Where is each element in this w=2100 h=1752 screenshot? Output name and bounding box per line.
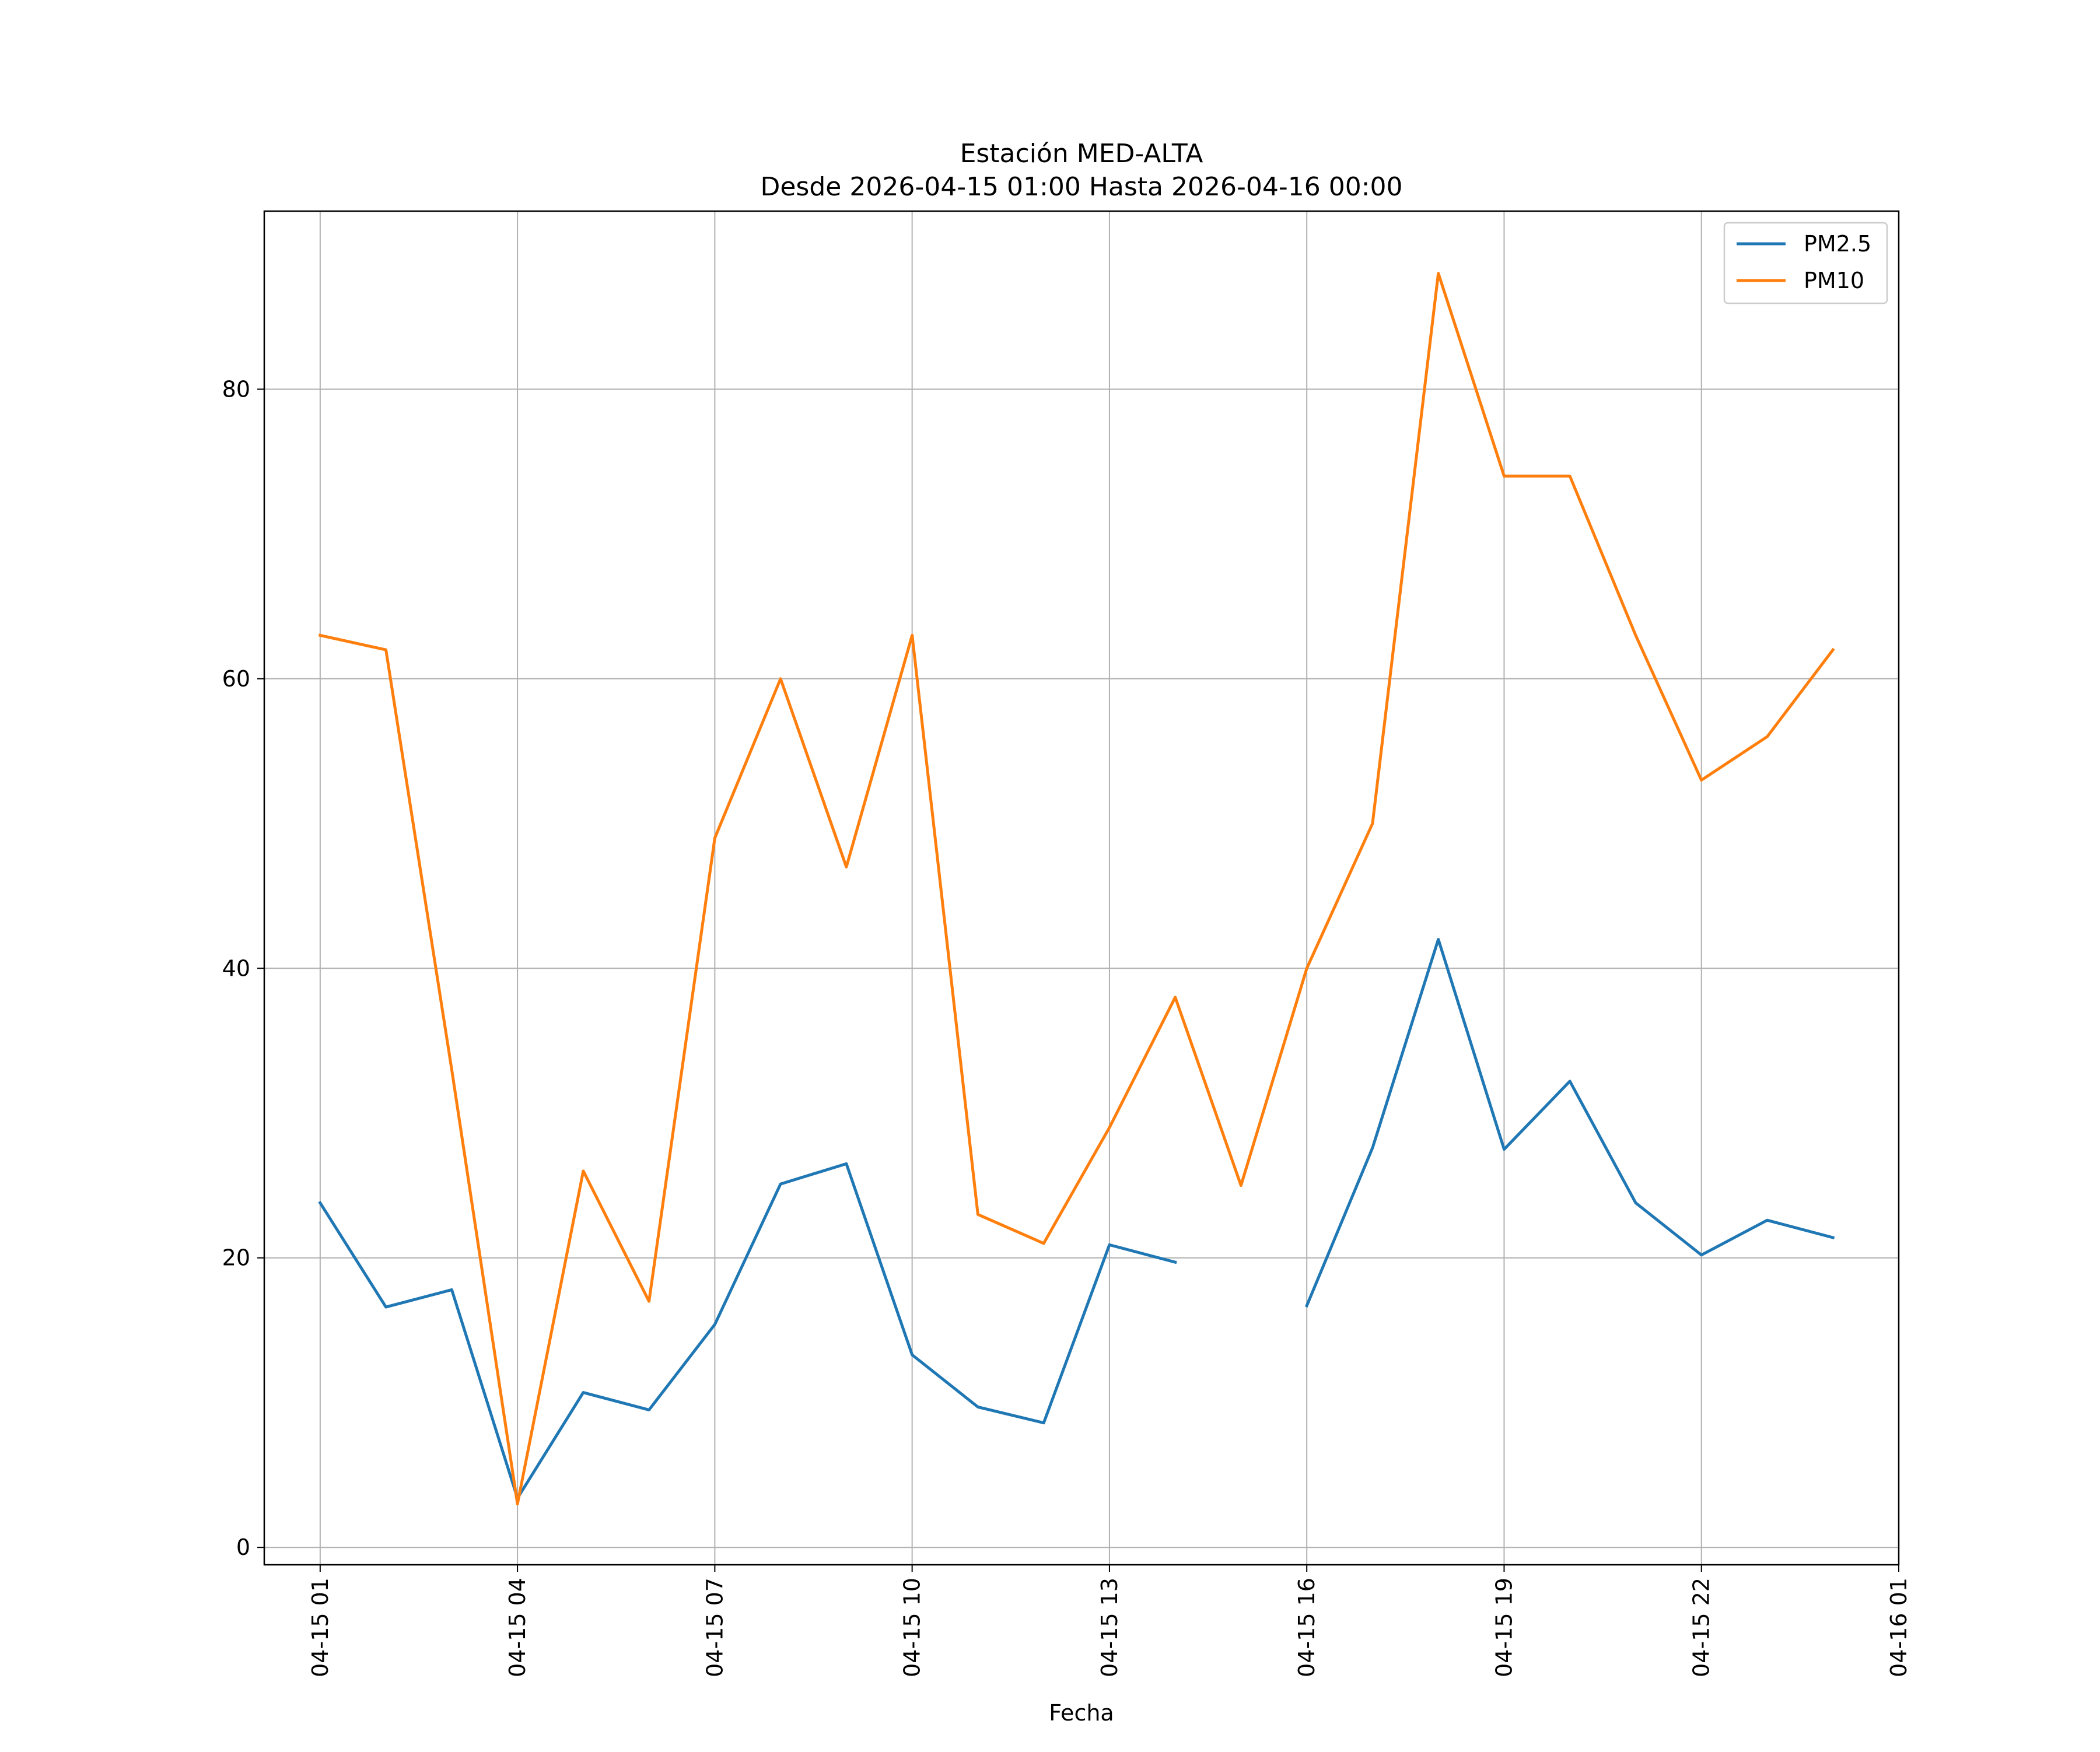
series-line-pm25	[318, 1162, 1177, 1500]
x-tick-label: 04-15 01	[307, 1578, 333, 1677]
axis-ticks: 04-15 01 04-15 04 04-15 07 04-15 10 04-15 13…	[222, 376, 1912, 1677]
y-tick-label: 40	[222, 955, 250, 981]
x-tick-label: 04-15 22	[1689, 1578, 1714, 1677]
x-tick-label: 04-15 16	[1294, 1578, 1320, 1677]
legend: PM2.5 PM10	[1723, 222, 1888, 304]
x-tick-label: 04-15 10	[900, 1578, 925, 1677]
y-tick-label: 0	[236, 1534, 250, 1560]
x-tick-label: 04-15 13	[1097, 1578, 1122, 1677]
chart-subtitle: Desde 2026-04-15 01:00 Hasta 2026-04-16 …	[760, 172, 1402, 202]
legend-label-pm25: PM2.5	[1804, 231, 1871, 257]
x-tick-label: 04-16 01	[1886, 1578, 1912, 1677]
series-lines	[318, 272, 1835, 1506]
plot-area-frame	[263, 210, 1900, 1566]
series-line-pm10	[318, 272, 1835, 1506]
y-tick-label: 80	[222, 376, 250, 402]
legend-label-pm10: PM10	[1804, 268, 1864, 293]
y-tick-label: 60	[222, 666, 250, 692]
x-tick-label: 04-15 04	[505, 1578, 530, 1677]
x-tick-label: 04-15 07	[702, 1578, 727, 1677]
x-axis-label: Fecha	[1049, 1700, 1114, 1726]
chart-title: Estación MED-ALTA	[960, 139, 1203, 169]
y-tick-label: 20	[222, 1245, 250, 1271]
series-line-pm25	[1304, 938, 1835, 1308]
x-tick-label: 04-15 19	[1491, 1578, 1517, 1677]
